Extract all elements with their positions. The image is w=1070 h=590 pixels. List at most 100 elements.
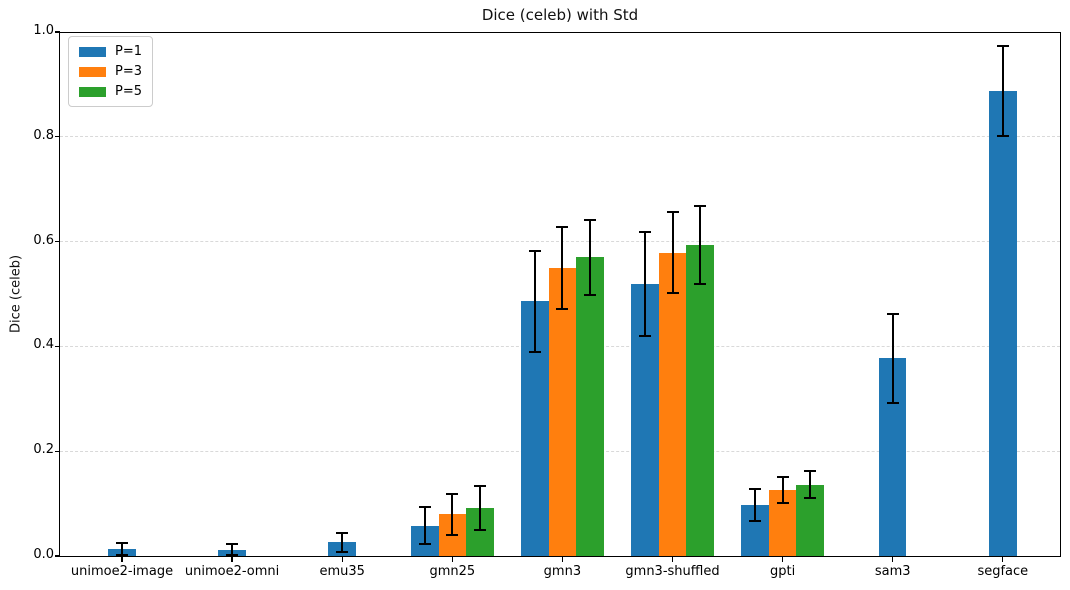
y-tick-label: 0.6 — [33, 232, 54, 248]
bar-p3-gmn3 — [548, 268, 577, 556]
y-tick-mark — [55, 136, 60, 138]
y-tick-mark — [55, 241, 60, 243]
x-tick-mark — [671, 557, 674, 562]
error-bar-cap-top — [473, 484, 486, 487]
error-bar-line — [891, 313, 894, 403]
error-bar-cap-top — [886, 312, 899, 315]
bar-p3-gmn3-shuffled — [658, 252, 687, 556]
legend-item-p1: P=1 — [79, 44, 142, 59]
error-bar-cap-bottom — [226, 553, 239, 556]
bar-p5-gmn3 — [576, 257, 604, 556]
x-tick-mark — [341, 557, 343, 562]
error-bar-line — [699, 205, 701, 284]
error-bar-cap-top — [776, 475, 789, 478]
x-tick-label: gpti — [769, 564, 796, 579]
y-tick-label: 0.0 — [33, 547, 54, 562]
error-bar-line — [809, 471, 812, 499]
x-tick-label: gmn3 — [543, 564, 582, 579]
x-tick-label: unimoe2-image — [70, 564, 174, 579]
error-bar-cap-top — [694, 204, 706, 207]
error-bar-cap-top — [528, 249, 541, 252]
y-tick-mark — [55, 555, 60, 557]
legend-label-p1: P=1 — [115, 44, 143, 59]
x-tick-label: emu35 — [319, 564, 365, 579]
y-tick-mark — [55, 450, 60, 452]
legend-item-p5: P=5 — [79, 84, 142, 99]
error-bar-cap-top — [749, 487, 762, 490]
error-bar-line — [231, 544, 234, 555]
legend-label-p5: P=5 — [115, 84, 143, 99]
error-bar-line — [478, 485, 481, 530]
error-bar-cap-bottom — [749, 520, 762, 523]
error-bar-line — [423, 506, 426, 545]
error-bar-line — [588, 220, 591, 295]
error-bar-cap-top — [418, 505, 431, 508]
x-tick-mark — [892, 557, 894, 562]
error-bar-cap-bottom — [418, 543, 431, 546]
x-tick-label: gmn25 — [429, 564, 476, 579]
x-tick-mark — [1002, 557, 1004, 562]
legend-swatch-p1 — [79, 46, 106, 57]
x-tick-label: gmn3-shuffled — [625, 564, 720, 579]
x-tick-mark — [231, 557, 233, 562]
error-bar-cap-top — [666, 210, 679, 213]
error-bar-cap-top — [116, 542, 128, 545]
gridline — [60, 241, 1060, 243]
bar-p1-segface — [989, 90, 1017, 556]
error-bar-line — [1001, 45, 1004, 136]
x-tick-mark — [781, 557, 784, 562]
x-tick-label: segface — [977, 564, 1029, 579]
legend-label-p3: P=3 — [115, 64, 143, 79]
error-bar-line — [451, 493, 454, 535]
error-bar-line — [754, 488, 757, 522]
legend-item-p3: P=3 — [79, 64, 142, 79]
y-tick-label: 0.8 — [33, 127, 54, 143]
y-axis-label: Dice (celeb) — [8, 254, 24, 334]
error-bar-cap-top — [336, 531, 349, 534]
error-bar-cap-bottom — [666, 292, 679, 295]
legend: P=1 P=3 P=5 — [68, 36, 154, 107]
error-bar-cap-bottom — [694, 282, 706, 285]
error-bar-cap-bottom — [804, 497, 817, 500]
error-bar-cap-top — [804, 470, 817, 473]
error-bar-line — [671, 211, 674, 294]
error-bar-cap-top — [996, 44, 1009, 47]
error-bar-line — [644, 232, 646, 336]
x-tick-mark — [561, 557, 564, 562]
error-bar-cap-bottom — [528, 351, 541, 354]
error-bar-cap-bottom — [556, 308, 569, 311]
error-bar-cap-bottom — [886, 401, 899, 404]
error-bar-line — [533, 250, 536, 353]
error-bar-cap-bottom — [446, 533, 459, 536]
error-bar-cap-top — [446, 492, 459, 495]
legend-swatch-p3 — [79, 66, 106, 77]
y-tick-mark — [55, 345, 60, 348]
legend-swatch-p5 — [79, 86, 106, 97]
x-tick-mark — [121, 557, 123, 562]
x-tick-mark — [451, 557, 453, 562]
error-bar-cap-top — [556, 226, 569, 229]
y-tick-label: 1.0 — [33, 23, 54, 38]
error-bar-cap-bottom — [776, 502, 789, 505]
bar-p5-gmn3-shuffled — [686, 244, 714, 556]
chart-title: Dice (celeb) with Std — [481, 6, 639, 24]
y-tick-label: 0.4 — [33, 337, 54, 353]
y-tick-mark — [55, 31, 60, 33]
error-bar-cap-bottom — [116, 553, 128, 556]
error-bar-cap-bottom — [336, 550, 349, 553]
error-bar-line — [561, 227, 564, 310]
error-bar-cap-top — [226, 543, 239, 546]
error-bar-cap-top — [583, 219, 596, 222]
error-bar-cap-bottom — [639, 334, 651, 337]
error-bar-cap-top — [639, 231, 651, 234]
x-tick-label: unimoe2-omni — [184, 564, 280, 579]
error-bar-cap-bottom — [583, 293, 596, 296]
y-tick-label: 0.2 — [33, 442, 54, 458]
error-bar-line — [781, 476, 784, 504]
error-bar-cap-bottom — [996, 134, 1009, 137]
x-tick-label: sam3 — [874, 564, 911, 579]
error-bar-cap-bottom — [473, 528, 486, 531]
error-bar-line — [121, 543, 123, 555]
gridline — [60, 136, 1060, 138]
